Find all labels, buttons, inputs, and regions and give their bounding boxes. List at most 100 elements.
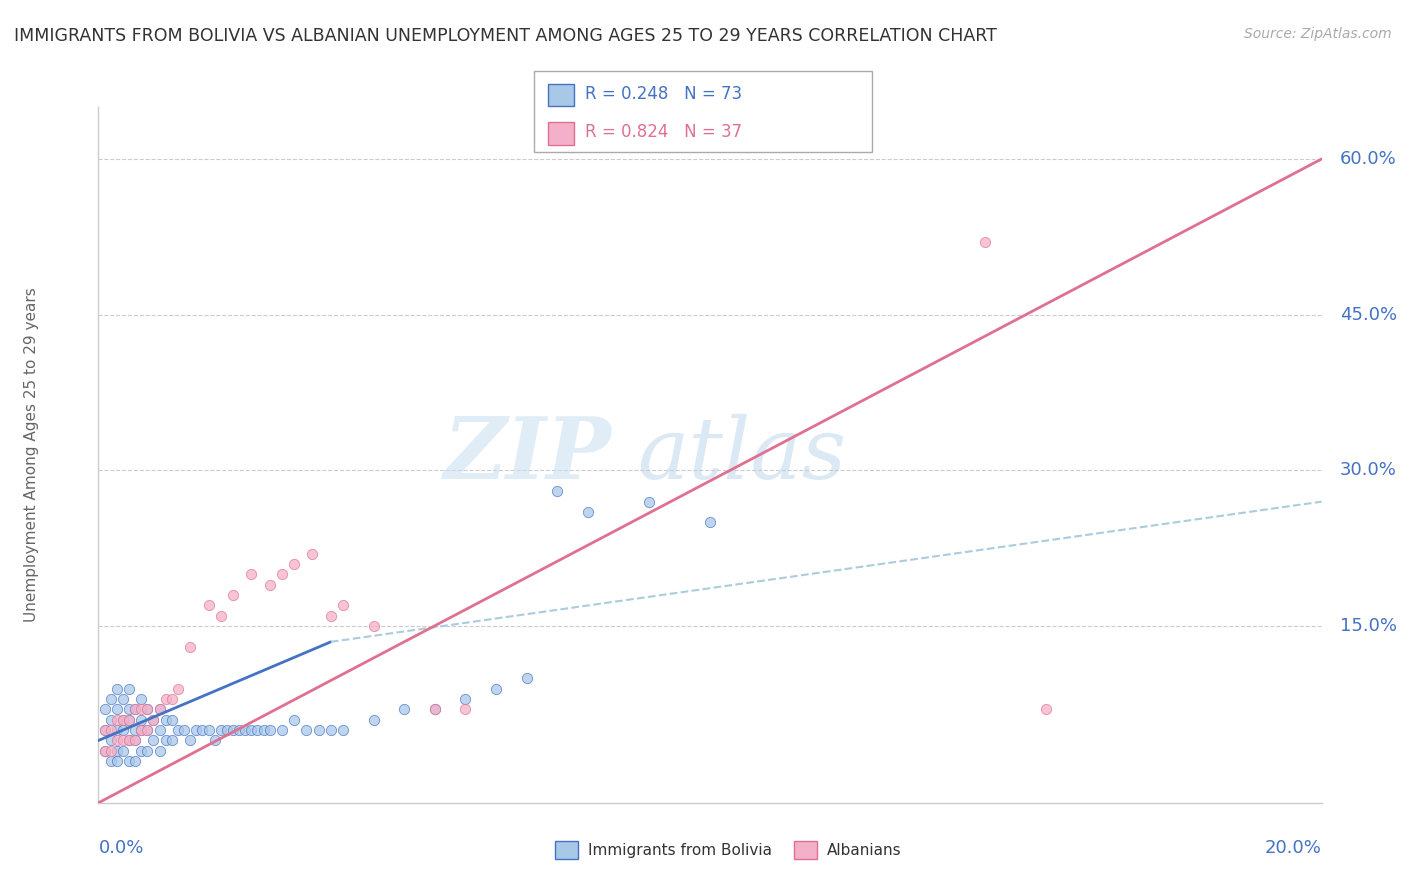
Point [100, 692, 122, 706]
Point [142, 713, 165, 727]
Text: IMMIGRANTS FROM BOLIVIA VS ALBANIAN UNEMPLOYMENT AMONG AGES 25 TO 29 YEARS CORRE: IMMIGRANTS FROM BOLIVIA VS ALBANIAN UNEM… [14, 27, 997, 45]
Point [576, 505, 599, 519]
Point [111, 733, 134, 747]
Point [204, 733, 226, 747]
Point [485, 681, 508, 696]
Point [197, 599, 219, 613]
Point [283, 713, 305, 727]
Point [136, 744, 159, 758]
Point [186, 723, 208, 738]
Point [100, 733, 122, 747]
Text: R = 0.248   N = 73: R = 0.248 N = 73 [585, 85, 742, 103]
Text: 15.0%: 15.0% [1340, 617, 1398, 635]
Point [136, 723, 159, 738]
Point [105, 754, 128, 768]
Point [93, 702, 115, 716]
Point [197, 723, 219, 738]
Point [118, 702, 141, 716]
Point [129, 723, 152, 738]
Point [129, 744, 152, 758]
Point [118, 754, 141, 768]
Point [259, 723, 281, 738]
Point [160, 692, 183, 706]
Point [363, 713, 385, 727]
Point [283, 557, 305, 571]
Point [129, 702, 152, 716]
Text: R = 0.824   N = 37: R = 0.824 N = 37 [585, 123, 742, 141]
Point [111, 713, 134, 727]
Point [100, 713, 122, 727]
Point [332, 599, 354, 613]
Text: ZIP: ZIP [444, 413, 612, 497]
Point [516, 671, 538, 685]
Point [160, 733, 183, 747]
Point [179, 733, 201, 747]
Point [105, 744, 128, 758]
Point [105, 713, 128, 727]
Point [93, 744, 115, 758]
Point [105, 702, 128, 716]
Point [136, 702, 159, 716]
Text: Unemployment Among Ages 25 to 29 years: Unemployment Among Ages 25 to 29 years [24, 287, 38, 623]
Point [124, 733, 146, 747]
Text: Source: ZipAtlas.com: Source: ZipAtlas.com [1244, 27, 1392, 41]
Point [215, 723, 238, 738]
Point [155, 692, 177, 706]
Point [149, 744, 172, 758]
Point [423, 702, 446, 716]
Point [124, 702, 146, 716]
Point [111, 723, 134, 738]
Point [259, 578, 281, 592]
Point [295, 723, 318, 738]
Point [246, 723, 269, 738]
Point [118, 713, 141, 727]
Point [149, 723, 172, 738]
Point [124, 754, 146, 768]
Text: atlas: atlas [637, 414, 846, 496]
Point [546, 484, 568, 499]
Text: 60.0%: 60.0% [1340, 150, 1396, 168]
Text: 30.0%: 30.0% [1340, 461, 1398, 480]
Point [124, 733, 146, 747]
Point [136, 723, 159, 738]
Point [124, 723, 146, 738]
Point [637, 494, 661, 508]
Point [105, 681, 128, 696]
Point [222, 723, 245, 738]
Point [240, 567, 263, 582]
Point [124, 702, 146, 716]
Point [167, 723, 190, 738]
Point [118, 733, 141, 747]
Text: 0.0%: 0.0% [98, 839, 143, 857]
Point [301, 547, 323, 561]
Point [129, 692, 152, 706]
Point [93, 723, 115, 738]
Point [1035, 702, 1057, 716]
Point [118, 733, 141, 747]
Point [209, 723, 232, 738]
Point [454, 692, 477, 706]
Point [100, 744, 122, 758]
Point [167, 681, 190, 696]
Point [118, 681, 141, 696]
Point [699, 516, 721, 530]
Point [240, 723, 263, 738]
Point [233, 723, 256, 738]
Point [228, 723, 250, 738]
Point [319, 608, 342, 623]
Point [319, 723, 342, 738]
Point [100, 754, 122, 768]
Point [209, 608, 232, 623]
Point [149, 702, 172, 716]
Point [100, 723, 122, 738]
Point [191, 723, 214, 738]
Point [93, 723, 115, 738]
Point [222, 588, 245, 602]
Text: 45.0%: 45.0% [1340, 306, 1398, 324]
Point [392, 702, 416, 716]
Point [118, 713, 141, 727]
Point [270, 723, 292, 738]
Point [142, 733, 165, 747]
Point [155, 713, 177, 727]
Point [454, 702, 477, 716]
